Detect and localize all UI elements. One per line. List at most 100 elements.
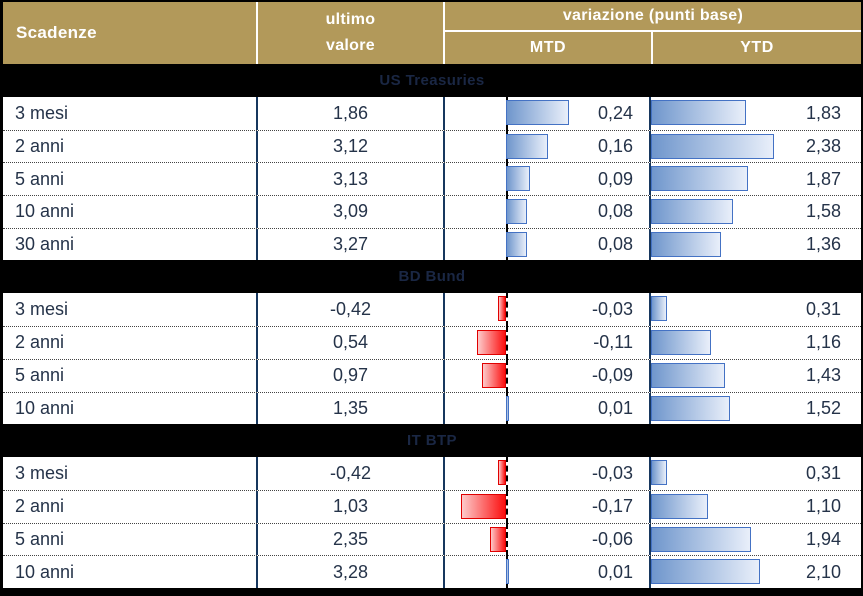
maturity-label: 3 mesi <box>15 463 69 484</box>
ytd-value: 0,31 <box>805 463 841 484</box>
ytd-value: 1,87 <box>805 168 841 189</box>
ytd-cell: 2,38 <box>649 130 861 163</box>
last-value: -0,42 <box>256 293 443 327</box>
header-scadenze: Scadenze <box>16 23 97 42</box>
maturity-label: 2 anni <box>15 332 65 353</box>
header-variazione: variazione (punti base) <box>445 2 861 32</box>
last-value: 3,09 <box>256 196 443 228</box>
section-header: US Treasuries <box>3 64 861 97</box>
table-row: 5 anni 2,35 -0,06 1,94 <box>3 522 861 557</box>
table-row: 3 mesi 1,86 0,24 1,83 <box>3 96 861 131</box>
last-value: 1,86 <box>256 97 443 130</box>
last-value: 1,35 <box>256 392 443 425</box>
mtd-cell: 0,24 <box>443 96 649 131</box>
table-row: 10 anni 3,09 0,08 1,58 <box>3 195 861 229</box>
maturity-label: 2 anni <box>15 136 65 157</box>
ytd-cell: 0,31 <box>649 293 861 327</box>
ytd-cell: 1,10 <box>649 490 861 523</box>
ytd-value: 1,52 <box>805 397 841 418</box>
ytd-bar <box>651 199 733 225</box>
table-row: 10 anni 3,28 0,01 2,10 <box>3 555 861 588</box>
ytd-value: 0,31 <box>805 299 841 320</box>
header-ultimo-line1: ultimo <box>325 10 376 28</box>
mtd-bar <box>506 231 527 257</box>
last-value: -0,42 <box>256 457 443 490</box>
zero-axis-line <box>506 456 508 491</box>
mtd-cell: 0,08 <box>443 195 649 229</box>
section-rows: 3 mesi 1,86 0,24 1,83 2 anni 3,12 0,16 2,38 5 an… <box>3 96 861 262</box>
mtd-value: 0,08 <box>597 201 633 222</box>
mtd-cell: 0,01 <box>443 391 649 426</box>
ytd-bar <box>651 231 722 257</box>
mtd-value: -0,03 <box>591 299 633 320</box>
zero-axis-line <box>506 522 508 557</box>
mtd-bar <box>506 199 527 225</box>
table-row: 5 anni 3,13 0,09 1,87 <box>3 162 861 197</box>
mtd-cell: 0,09 <box>443 162 649 197</box>
ytd-cell: 0,31 <box>649 457 861 490</box>
mtd-bar <box>506 395 509 421</box>
last-value: 0,54 <box>256 327 443 359</box>
maturity-label: 10 anni <box>15 561 75 582</box>
ytd-cell: 1,43 <box>649 359 861 392</box>
mtd-value: -0,11 <box>593 332 633 353</box>
ytd-cell: 1,94 <box>649 523 861 556</box>
mtd-bar <box>506 166 530 192</box>
maturity-label: 5 anni <box>15 528 65 549</box>
mtd-bar <box>498 296 506 322</box>
mtd-cell: 0,08 <box>443 227 649 262</box>
section-rows: 3 mesi -0,42 -0,03 0,31 2 anni 1,03 -0,17 1,10 5… <box>3 456 861 588</box>
mtd-cell: -0,11 <box>443 326 649 360</box>
header-variazione-split: MTD YTD <box>445 32 861 64</box>
table-row: 30 anni 3,27 0,08 1,36 <box>3 227 861 262</box>
header-variazione-group: variazione (punti base) MTD YTD <box>443 2 861 64</box>
mtd-bar <box>461 493 506 519</box>
ytd-value: 1,83 <box>805 102 841 123</box>
ytd-bar <box>651 493 708 519</box>
zero-axis-line <box>506 326 508 360</box>
maturity-label: 10 anni <box>15 201 75 222</box>
ytd-value: 1,16 <box>805 332 841 353</box>
ytd-cell: 1,52 <box>649 392 861 425</box>
mtd-bar <box>477 330 506 356</box>
header-mtd: MTD <box>529 39 567 56</box>
mtd-value: -0,06 <box>591 528 633 549</box>
mtd-value: -0,09 <box>591 365 633 386</box>
mtd-bar <box>490 526 506 552</box>
ytd-value: 1,36 <box>805 234 841 255</box>
header-ultimo-valore: ultimo valore <box>256 2 443 64</box>
maturity-label: 30 anni <box>15 234 75 255</box>
zero-axis-line <box>506 489 508 524</box>
ytd-bar <box>651 559 760 585</box>
mtd-value: 0,24 <box>597 102 633 123</box>
maturity-label: 10 anni <box>15 397 75 418</box>
zero-axis-line <box>506 358 508 393</box>
ytd-value: 1,10 <box>805 496 841 517</box>
last-value: 1,03 <box>256 490 443 523</box>
maturity-label: 2 anni <box>15 496 65 517</box>
ytd-value: 1,58 <box>805 201 841 222</box>
mtd-value: 0,08 <box>597 234 633 255</box>
mtd-value: 0,01 <box>597 561 633 582</box>
mtd-cell: -0,06 <box>443 522 649 557</box>
ytd-value: 1,43 <box>805 365 841 386</box>
ytd-cell: 1,36 <box>649 228 861 261</box>
ytd-cell: 2,10 <box>649 556 861 588</box>
mtd-cell: -0,09 <box>443 358 649 393</box>
maturity-label: 5 anni <box>15 365 65 386</box>
ytd-cell: 1,83 <box>649 97 861 130</box>
mtd-bar <box>498 460 506 486</box>
ytd-cell: 1,87 <box>649 163 861 196</box>
maturity-label: 3 mesi <box>15 102 69 123</box>
last-value: 3,13 <box>256 163 443 196</box>
header-ytd: YTD <box>651 32 861 64</box>
table-body: US Treasuries 3 mesi 1,86 0,24 1,83 2 anni 3,1… <box>3 64 861 588</box>
ytd-bar <box>651 526 752 552</box>
mtd-value: 0,09 <box>597 168 633 189</box>
table-row: 10 anni 1,35 0,01 1,52 <box>3 391 861 426</box>
ytd-cell: 1,16 <box>649 327 861 359</box>
ytd-bar <box>651 330 711 356</box>
ytd-bar <box>651 395 730 421</box>
table-row: 2 anni 1,03 -0,17 1,10 <box>3 489 861 524</box>
